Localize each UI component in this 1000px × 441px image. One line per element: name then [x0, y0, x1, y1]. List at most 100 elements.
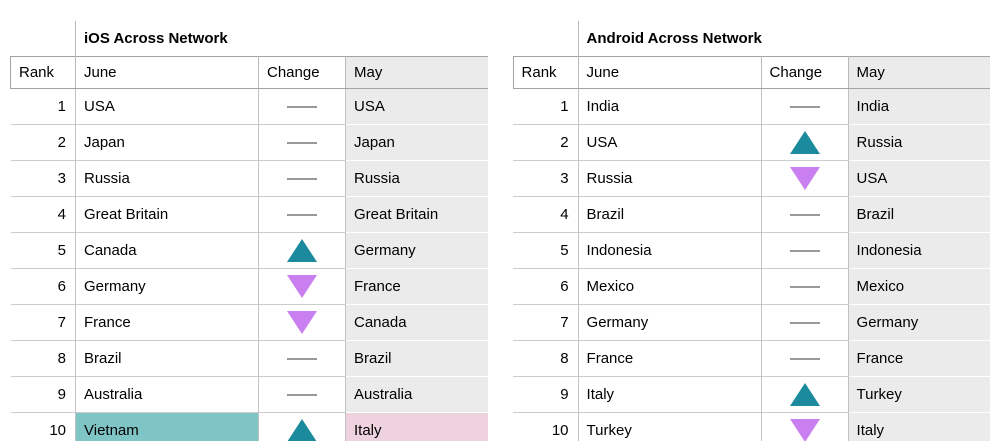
no-change-icon [287, 106, 317, 109]
table-row: 7 France Canada [10, 304, 488, 341]
may-country-cell[interactable]: Australia [345, 376, 488, 413]
may-country-cell[interactable]: France [345, 268, 488, 305]
june-country-cell[interactable]: Turkey [578, 412, 762, 441]
june-column-header: June [578, 56, 762, 89]
may-country-cell[interactable]: Brazil [345, 340, 488, 377]
may-country-cell[interactable]: Japan [345, 124, 488, 161]
change-cell[interactable] [761, 124, 849, 161]
may-country-cell[interactable]: India [848, 88, 991, 125]
table-row: 8 France France [513, 340, 991, 377]
change-cell[interactable] [258, 196, 346, 233]
june-country-cell[interactable]: Great Britain [75, 196, 259, 233]
title-row: iOS Across Network [10, 21, 488, 57]
change-cell[interactable] [761, 268, 849, 305]
change-cell[interactable] [761, 88, 849, 125]
rank-up-icon [789, 383, 820, 406]
no-change-icon [789, 214, 820, 217]
june-country-cell[interactable]: Germany [578, 304, 762, 341]
no-change-icon [287, 214, 317, 217]
june-country-cell[interactable]: USA [75, 88, 259, 125]
june-country-cell[interactable]: USA [578, 124, 762, 161]
may-country-cell[interactable]: Italy [848, 412, 991, 441]
table-row: 7 Germany Germany [513, 304, 991, 341]
change-cell[interactable] [258, 304, 346, 341]
may-country-cell[interactable]: Russia [345, 160, 488, 197]
rank-down-icon [789, 419, 820, 441]
june-country-cell[interactable]: Mexico [578, 268, 762, 305]
june-country-cell[interactable]: France [578, 340, 762, 377]
june-country-cell[interactable]: Canada [75, 232, 259, 269]
no-change-icon [287, 142, 317, 145]
may-country-cell[interactable]: USA [848, 160, 991, 197]
table-row: 3 Russia Russia [10, 160, 488, 197]
june-country-cell[interactable]: India [578, 88, 762, 125]
may-country-cell[interactable]: Russia [848, 124, 991, 161]
change-cell[interactable] [258, 124, 346, 161]
table-row: 5 Indonesia Indonesia [513, 232, 991, 269]
june-country-cell[interactable]: Italy [578, 376, 762, 413]
change-column-header: Change [258, 56, 346, 89]
rank-cell: 1 [10, 88, 76, 125]
no-change-icon [789, 106, 820, 109]
june-country-cell[interactable]: Australia [75, 376, 259, 413]
rank-cell: 3 [10, 160, 76, 197]
june-country-cell[interactable]: Indonesia [578, 232, 762, 269]
may-country-cell[interactable]: Italy [345, 412, 488, 441]
may-column-header: May [345, 56, 488, 89]
table-title: iOS Across Network [84, 30, 228, 47]
rank-cell: 4 [513, 196, 579, 233]
no-change-icon [287, 178, 317, 181]
no-change-icon [789, 250, 820, 253]
change-cell[interactable] [258, 232, 346, 269]
table-row: 9 Italy Turkey [513, 376, 991, 413]
rank-cell: 2 [513, 124, 579, 161]
june-country-cell[interactable]: Japan [75, 124, 259, 161]
change-cell[interactable] [761, 376, 849, 413]
june-country-cell[interactable]: France [75, 304, 259, 341]
change-cell[interactable] [761, 340, 849, 377]
rank-up-icon [287, 239, 317, 262]
change-cell[interactable] [258, 160, 346, 197]
june-country-cell[interactable]: Brazil [578, 196, 762, 233]
header-row: Rank June Change May [512, 56, 991, 89]
may-country-cell[interactable]: Great Britain [345, 196, 488, 233]
may-country-cell[interactable]: Canada [345, 304, 488, 341]
change-cell[interactable] [761, 196, 849, 233]
rank-cell: 8 [513, 340, 579, 377]
may-country-cell[interactable]: Brazil [848, 196, 991, 233]
header-row: Rank June Change May [10, 56, 488, 89]
change-cell[interactable] [258, 268, 346, 305]
june-country-cell[interactable]: Vietnam [75, 412, 259, 441]
table-row: 4 Brazil Brazil [513, 196, 991, 233]
ios-across-network-table: iOS Across Network Rank June Change May … [10, 21, 488, 441]
may-country-cell[interactable]: Mexico [848, 268, 991, 305]
may-country-cell[interactable]: Germany [345, 232, 488, 269]
change-cell[interactable] [761, 232, 849, 269]
rank-cell: 10 [513, 412, 579, 441]
june-country-cell[interactable]: Germany [75, 268, 259, 305]
change-cell[interactable] [258, 376, 346, 413]
june-country-cell[interactable]: Russia [578, 160, 762, 197]
no-change-icon [789, 322, 820, 325]
table-row: 10 Turkey Italy [513, 412, 991, 441]
change-cell[interactable] [761, 160, 849, 197]
change-cell[interactable] [258, 412, 346, 441]
rank-column-header: Rank [10, 56, 76, 89]
table-row: 5 Canada Germany [10, 232, 488, 269]
table-row: 3 Russia USA [513, 160, 991, 197]
change-cell[interactable] [258, 88, 346, 125]
may-country-cell[interactable]: USA [345, 88, 488, 125]
rank-down-icon [789, 167, 820, 190]
android-across-network-table: Android Across Network Rank June Change … [512, 21, 991, 441]
may-country-cell[interactable]: Turkey [848, 376, 991, 413]
may-country-cell[interactable]: Indonesia [848, 232, 991, 269]
no-change-icon [789, 358, 820, 361]
change-cell[interactable] [761, 304, 849, 341]
change-cell[interactable] [258, 340, 346, 377]
june-country-cell[interactable]: Russia [75, 160, 259, 197]
change-cell[interactable] [761, 412, 849, 441]
may-country-cell[interactable]: Germany [848, 304, 991, 341]
june-country-cell[interactable]: Brazil [75, 340, 259, 377]
rank-up-icon [287, 419, 317, 441]
may-country-cell[interactable]: France [848, 340, 991, 377]
